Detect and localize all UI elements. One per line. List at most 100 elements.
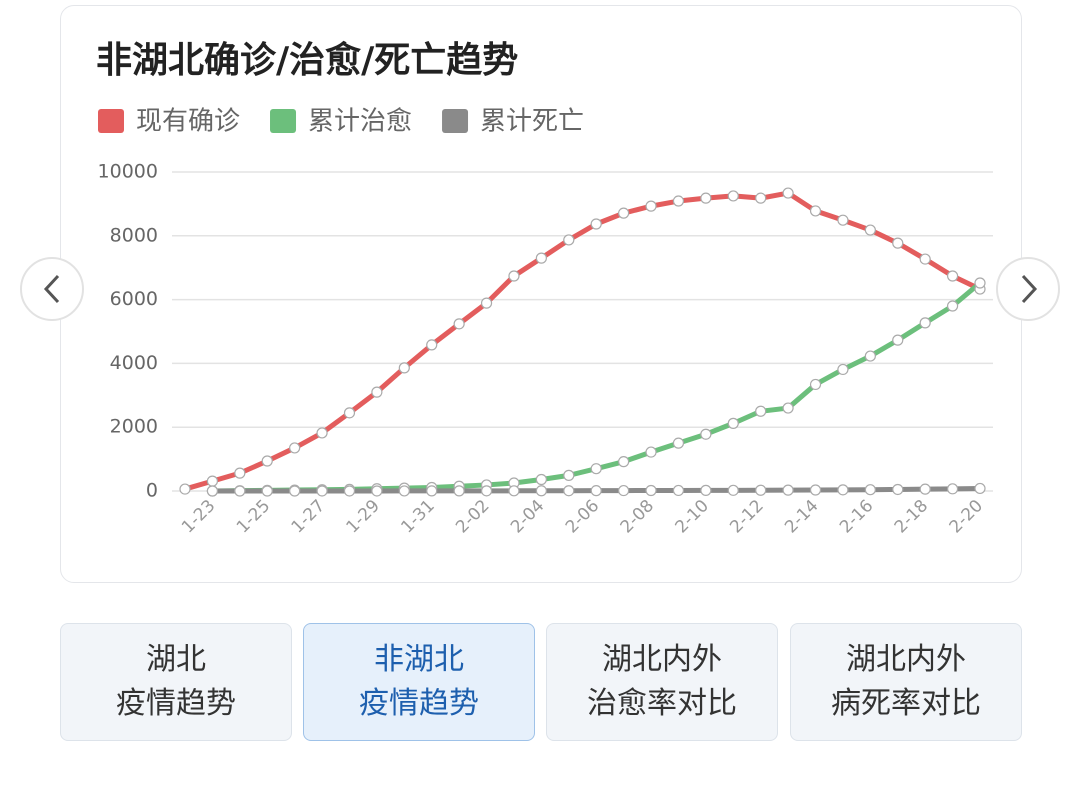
data-point — [919, 253, 931, 265]
data-point — [289, 442, 301, 454]
data-point — [782, 187, 794, 199]
data-point — [535, 485, 547, 497]
data-point — [261, 485, 273, 497]
data-point — [919, 483, 931, 495]
data-point — [645, 446, 657, 458]
data-point — [974, 482, 986, 495]
next-button[interactable] — [996, 257, 1060, 321]
x-tick-label: 2-12 — [726, 496, 767, 537]
data-point — [946, 300, 959, 312]
data-point — [727, 190, 739, 202]
tab-button[interactable]: 非湖北 疫情趋势 — [303, 623, 535, 741]
data-point — [864, 350, 876, 362]
data-point — [234, 467, 246, 479]
legend-swatch — [270, 109, 297, 133]
data-point — [727, 417, 739, 429]
tab-label: 病死率对比 — [831, 686, 981, 721]
data-point — [700, 428, 712, 440]
tab-button[interactable]: 湖北内外 病死率对比 — [790, 623, 1022, 741]
x-tick-label: 2-08 — [617, 496, 658, 537]
y-tick-label: 0 — [146, 480, 158, 502]
x-tick-label: 2-14 — [781, 496, 822, 537]
legend-label: 累计治愈 — [308, 107, 412, 137]
data-point — [343, 407, 356, 419]
data-point — [864, 224, 876, 236]
x-tick-label: 1-29 — [343, 496, 384, 537]
data-point — [946, 483, 959, 495]
legend-label: 现有确诊 — [136, 107, 240, 137]
y-tick-label: 10000 — [98, 161, 158, 183]
data-point — [398, 485, 410, 497]
data-point — [398, 362, 410, 374]
tab-label: 治愈率对比 — [587, 686, 737, 721]
data-point — [563, 234, 575, 246]
data-point — [508, 485, 520, 497]
series-line — [212, 281, 982, 494]
next-arrow[interactable] — [1021, 274, 1038, 304]
prev-arrow[interactable] — [43, 274, 60, 304]
legend-swatch — [98, 109, 124, 133]
data-point — [426, 485, 438, 497]
x-tick-label: 2-04 — [507, 496, 548, 537]
x-tick-label: 1-23 — [178, 496, 219, 537]
data-point — [755, 192, 767, 204]
data-point — [563, 469, 575, 481]
legend-label: 累计死亡 — [480, 107, 584, 137]
tab-label: 湖北 — [146, 642, 206, 677]
data-point — [755, 484, 767, 496]
tab-label: 疫情趋势 — [116, 686, 236, 721]
data-point — [892, 483, 904, 496]
data-point — [645, 484, 657, 497]
data-point — [809, 205, 822, 217]
x-tick-label: 2-02 — [452, 496, 493, 537]
prev-button[interactable] — [20, 257, 84, 321]
tab-button[interactable]: 湖北 疫情趋势 — [60, 623, 292, 741]
x-tick-label: 1-31 — [397, 496, 438, 537]
data-point — [919, 317, 931, 329]
y-tick-label: 8000 — [110, 224, 158, 246]
data-point — [755, 405, 767, 417]
data-point — [974, 277, 986, 289]
data-point — [809, 378, 822, 391]
data-point — [206, 485, 219, 497]
data-point — [645, 200, 657, 212]
data-point — [453, 485, 465, 497]
tab-button[interactable]: 湖北内外 治愈率对比 — [546, 623, 778, 741]
data-point — [837, 484, 849, 496]
tab-label: 疫情趋势 — [359, 686, 479, 721]
data-point — [700, 192, 712, 204]
data-point — [453, 318, 465, 330]
data-point — [864, 484, 876, 496]
data-point — [590, 485, 602, 497]
x-tick-label: 2-10 — [672, 496, 713, 537]
data-point — [535, 252, 547, 264]
data-point — [727, 484, 739, 496]
data-point — [892, 334, 904, 346]
series-line — [184, 190, 982, 492]
data-point — [480, 297, 493, 309]
data-point — [316, 427, 328, 439]
chart-title: 非湖北确诊/治愈/死亡趋势 — [96, 39, 518, 81]
data-point — [618, 484, 630, 497]
tab-label: 湖北内外 — [846, 642, 966, 677]
tab-label: 湖北内外 — [602, 642, 722, 677]
data-point — [672, 484, 685, 497]
data-point — [590, 463, 602, 475]
legend-swatch — [442, 109, 469, 133]
data-point — [261, 455, 273, 467]
data-point — [535, 473, 547, 486]
data-point — [672, 437, 685, 449]
next-circle[interactable] — [996, 257, 1060, 321]
prev-circle[interactable] — [20, 257, 84, 321]
data-point — [672, 195, 685, 207]
data-point — [809, 484, 822, 496]
data-point — [289, 485, 301, 497]
x-tick-label: 2-20 — [946, 496, 987, 537]
x-tick-label: 1-25 — [233, 496, 274, 537]
x-tick-label: 2-18 — [891, 496, 932, 537]
y-tick-label: 2000 — [110, 416, 158, 438]
data-point — [837, 214, 849, 226]
data-point — [343, 485, 356, 497]
